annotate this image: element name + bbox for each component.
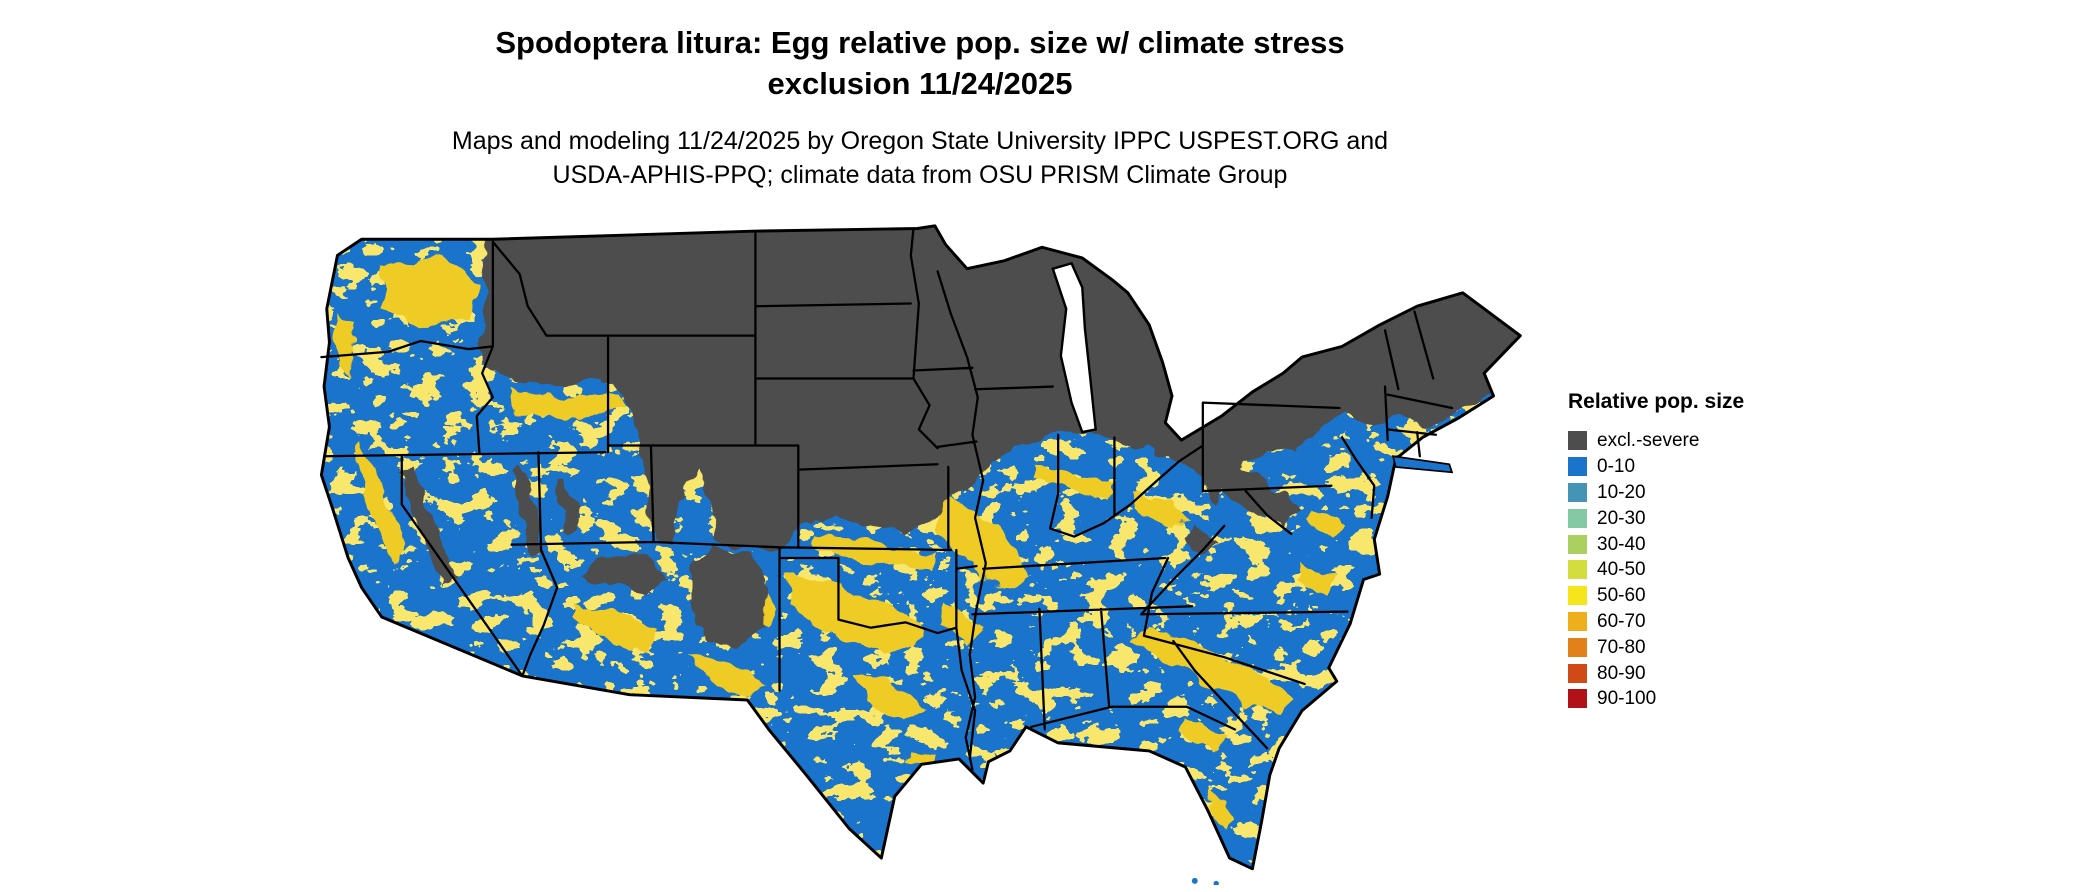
- population-speckle-blobs: [334, 257, 1343, 829]
- legend-label: 40-50: [1597, 559, 1646, 581]
- legend-swatch: [1568, 637, 1587, 657]
- legend-label: 60-70: [1597, 610, 1646, 632]
- legend-label: excl.-severe: [1597, 430, 1700, 452]
- legend-label: 90-100: [1597, 688, 1657, 710]
- us-map-svg: [319, 224, 1522, 885]
- legend-label: 80-90: [1597, 662, 1646, 684]
- legend-swatch: [1568, 457, 1587, 477]
- state-borders: [320, 227, 1454, 771]
- lake-michigan: [1051, 261, 1097, 434]
- legend-swatch: [1568, 482, 1587, 502]
- legend-swatch: [1568, 431, 1587, 451]
- legend-swatch: [1568, 663, 1587, 683]
- legend-item: 70-80: [1568, 634, 1744, 660]
- legend-item: 10-20: [1568, 480, 1744, 506]
- legend-swatch: [1568, 560, 1587, 580]
- legend-item: 30-40: [1568, 531, 1744, 557]
- map-title-line1: Spodoptera litura: Egg relative pop. siz…: [495, 25, 1345, 60]
- florida-keys-speck: [1213, 880, 1219, 885]
- us-distribution-map: [308, 215, 1527, 885]
- long-island: [1391, 455, 1454, 474]
- legend-item: excl.-severe: [1568, 428, 1744, 454]
- legend: Relative pop. size excl.-severe 0-10 10-20…: [1568, 390, 1744, 712]
- legend-title: Relative pop. size: [1568, 390, 1745, 413]
- legend-label: 30-40: [1597, 533, 1646, 555]
- legend-swatch: [1568, 508, 1587, 528]
- map-subtitle-line1: Maps and modeling 11/24/2025 by Oregon S…: [451, 127, 1389, 155]
- legend-swatch: [1568, 611, 1587, 631]
- legend-item: 50-60: [1568, 583, 1744, 609]
- legend-label: 50-60: [1597, 585, 1646, 607]
- map-title-line2: exclusion 11/24/2025: [767, 66, 1073, 101]
- map-title: Spodoptera litura: Egg relative pop. siz…: [0, 22, 1840, 104]
- legend-swatch: [1568, 689, 1587, 709]
- legend-item: 40-50: [1568, 557, 1744, 583]
- map-subtitle: Maps and modeling 11/24/2025 by Oregon S…: [0, 124, 1840, 192]
- legend-item: 90-100: [1568, 686, 1744, 712]
- legend-item: 60-70: [1568, 609, 1744, 635]
- legend-items: excl.-severe 0-10 10-20 20-30 30-40 40-50 50-6…: [1568, 428, 1744, 712]
- legend-item: 0-10: [1568, 454, 1744, 480]
- legend-label: 70-80: [1597, 636, 1646, 658]
- legend-swatch: [1568, 534, 1587, 554]
- legend-swatch: [1568, 586, 1587, 606]
- florida-keys-speck: [1191, 877, 1198, 884]
- legend-label: 10-20: [1597, 481, 1646, 503]
- legend-item: 80-90: [1568, 660, 1744, 686]
- legend-label: 0-10: [1597, 456, 1636, 478]
- legend-item: 20-30: [1568, 505, 1744, 531]
- map-subtitle-line2: USDA-APHIS-PPQ; climate data from OSU PR…: [552, 161, 1288, 189]
- legend-label: 20-30: [1597, 507, 1646, 529]
